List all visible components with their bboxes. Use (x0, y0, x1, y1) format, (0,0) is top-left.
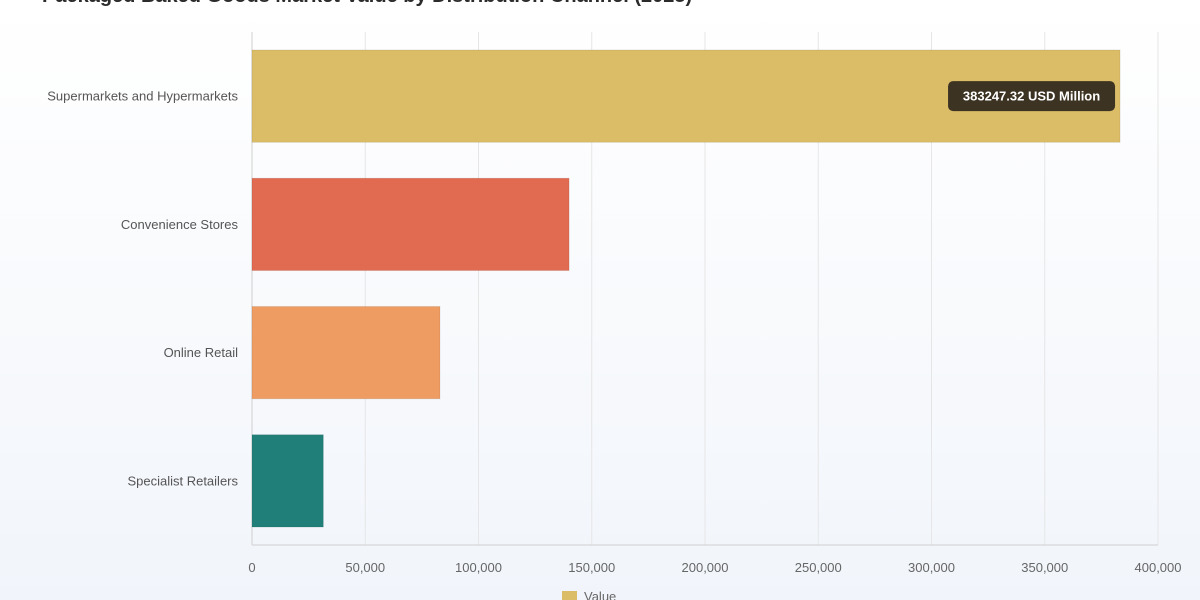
bar-2[interactable] (251, 305, 441, 400)
tooltip-box (948, 81, 1116, 112)
x-tick-label: 0 (248, 560, 255, 575)
x-tick-label: 350,000 (1021, 560, 1068, 575)
category-label: Convenience Stores (121, 217, 239, 232)
bar-3[interactable] (251, 434, 324, 528)
x-tick-label: 50,000 (345, 560, 385, 575)
legend-swatch[interactable] (562, 591, 577, 600)
y-axis: Supermarkets and Hypermarkets Convenience… (47, 89, 238, 489)
legend: Value (562, 589, 616, 600)
x-tick-label: 150,000 (568, 560, 615, 575)
chart-title: Packaged Baked Goods Market Value by Dis… (42, 0, 692, 8)
x-tick-label: 100,000 (455, 560, 502, 575)
x-tick-label: 400,000 (1135, 560, 1182, 575)
legend-label[interactable]: Value (584, 589, 616, 600)
category-label: Specialist Retailers (127, 473, 238, 488)
tooltip: 383247.32 USD Million (948, 81, 1116, 112)
category-label: Supermarkets and Hypermarkets (47, 89, 238, 104)
tooltip-text: 383247.32 USD Million (963, 89, 1100, 104)
bar-1[interactable] (251, 177, 570, 272)
x-tick-label: 200,000 (682, 560, 729, 575)
x-tick-label: 300,000 (908, 560, 955, 575)
x-axis: 0 50,000 100,000 150,000 200,000 250,000 300,0… (248, 32, 1182, 575)
bars (251, 49, 1121, 528)
category-label: Online Retail (164, 345, 239, 360)
x-tick-label: 250,000 (795, 560, 842, 575)
